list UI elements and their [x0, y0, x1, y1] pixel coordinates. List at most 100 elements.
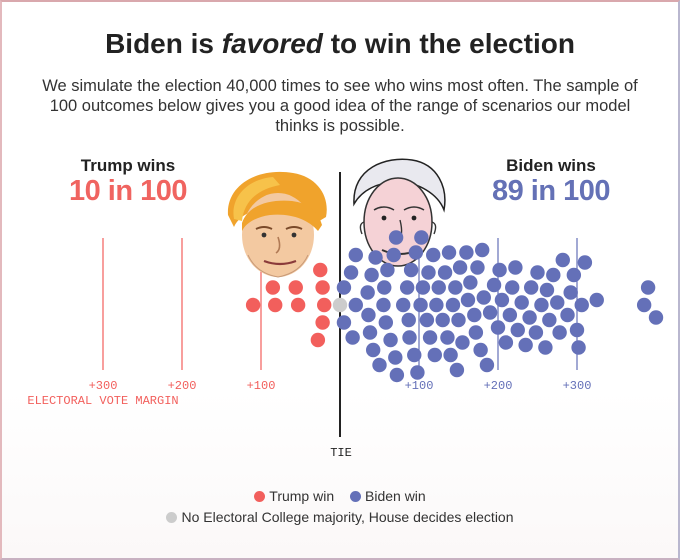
biden-win-dot: [401, 312, 416, 328]
biden-win-dot: [502, 307, 518, 323]
biden-win-dot: [522, 310, 537, 325]
biden-win-dot: [463, 275, 478, 290]
biden-win-dot: [377, 280, 392, 295]
biden-win-dot: [648, 310, 664, 325]
tie-label: TIE: [330, 446, 352, 460]
biden-win-dot: [389, 367, 405, 383]
biden-win-dot: [467, 307, 482, 323]
trump-caricature-icon: [227, 171, 327, 278]
legend-swatch-trump: [254, 491, 266, 502]
biden-win-dot: [473, 342, 488, 358]
biden-win-dot: [589, 292, 604, 308]
biden-win-dot: [459, 245, 474, 260]
biden-win-dot: [376, 297, 391, 313]
biden-win-dot: [414, 230, 429, 245]
biden-win-dot: [492, 262, 507, 278]
biden-win-dot: [426, 247, 441, 263]
biden-win-dot: [396, 297, 411, 313]
biden-win-dot: [343, 265, 359, 280]
biden-win-dot: [431, 280, 446, 295]
biden-win-dot: [518, 337, 533, 353]
biden-win-dot: [523, 280, 539, 295]
trump-win-dot: [288, 280, 303, 295]
legend-row-2: No Electoral College majority, House dec…: [0, 509, 680, 525]
biden-win-dot: [368, 250, 383, 265]
biden-win-dot: [441, 245, 457, 260]
dek-paragraph: We simulate the election 40,000 times to…: [42, 77, 638, 135]
biden-win-dot: [399, 280, 415, 295]
tick-labels: +300 +200 +100 +100 +200 +300: [89, 379, 592, 393]
biden-win-dot: [542, 312, 557, 328]
biden-win-dot: [539, 282, 555, 298]
biden-win-dot: [510, 322, 525, 338]
biden-win-dot: [482, 305, 498, 320]
biden-win-dot: [571, 340, 586, 355]
biden-win-dot: [378, 315, 394, 330]
biden-win-dot: [550, 295, 565, 310]
tick-label: +200: [168, 379, 197, 393]
outcome-dots: [245, 230, 664, 383]
biden-win-dot: [410, 365, 425, 380]
tick-label: +100: [247, 379, 276, 393]
house-decides-dot: [332, 297, 348, 313]
biden-win-dot: [364, 267, 379, 283]
biden-win-dot: [569, 322, 585, 338]
legend-item-biden: Biden win: [350, 488, 426, 504]
biden-win-dot: [546, 267, 561, 283]
trump-wins-count: 10 in 100: [68, 175, 188, 207]
biden-win-dot: [451, 312, 466, 328]
biden-wins-label: Biden wins: [506, 156, 596, 175]
biden-win-dot: [538, 340, 553, 355]
biden-win-dot: [419, 312, 435, 328]
legend-row-1: Trump win Biden win: [0, 488, 680, 504]
biden-win-dot: [445, 297, 461, 313]
trump-win-dot: [317, 297, 332, 313]
biden-win-dot: [386, 247, 401, 263]
biden-win-dot: [365, 342, 381, 358]
biden-win-dot: [577, 255, 593, 270]
biden-win-dot: [460, 292, 476, 308]
trump-win-dot: [315, 315, 330, 330]
biden-win-dot: [555, 252, 570, 268]
biden-win-dot: [403, 262, 419, 278]
biden-win-dot: [421, 265, 436, 280]
trump-win-dot: [310, 332, 326, 348]
biden-win-dot: [336, 315, 352, 330]
biden-win-dot: [407, 347, 422, 363]
biden-win-dot: [429, 297, 444, 313]
biden-win-dot: [530, 265, 545, 280]
biden-win-dot: [470, 260, 485, 275]
biden-win-dot: [449, 362, 465, 378]
biden-win-dot: [388, 350, 403, 365]
biden-win-dot: [336, 280, 352, 295]
biden-win-dot: [468, 325, 484, 340]
biden-wins-count: 89 in 100: [491, 175, 611, 207]
trump-win-dot: [265, 280, 281, 295]
biden-win-dot: [636, 297, 652, 313]
biden-win-dot: [490, 320, 506, 335]
biden-win-dot: [475, 242, 490, 258]
biden-win-dot: [388, 230, 404, 245]
biden-win-dot: [528, 325, 544, 340]
headline-post: to win the election: [322, 28, 575, 59]
biden-win-dot: [437, 265, 453, 280]
headline-emphasis: favored: [221, 28, 323, 59]
biden-win-dot: [479, 357, 495, 373]
biden-win-dot: [348, 247, 363, 263]
biden-win-dot: [505, 280, 520, 295]
biden-win-dot: [361, 307, 376, 323]
headline-pre: Biden is: [105, 28, 222, 59]
biden-win-dot: [640, 280, 656, 295]
biden-win-dot: [494, 292, 510, 308]
legend-item-house: No Electoral College majority, House dec…: [166, 509, 514, 525]
biden-win-dot: [514, 295, 529, 310]
legend-label-house: No Electoral College majority, House dec…: [181, 509, 514, 525]
biden-win-dot: [476, 290, 491, 305]
axis-title: ELECTORAL VOTE MARGIN: [27, 394, 178, 408]
trump-win-dot: [268, 297, 283, 313]
trump-win-dot: [290, 297, 306, 313]
tick-label: +300: [563, 379, 592, 393]
biden-win-dot: [435, 312, 450, 328]
biden-win-dot: [413, 297, 428, 313]
